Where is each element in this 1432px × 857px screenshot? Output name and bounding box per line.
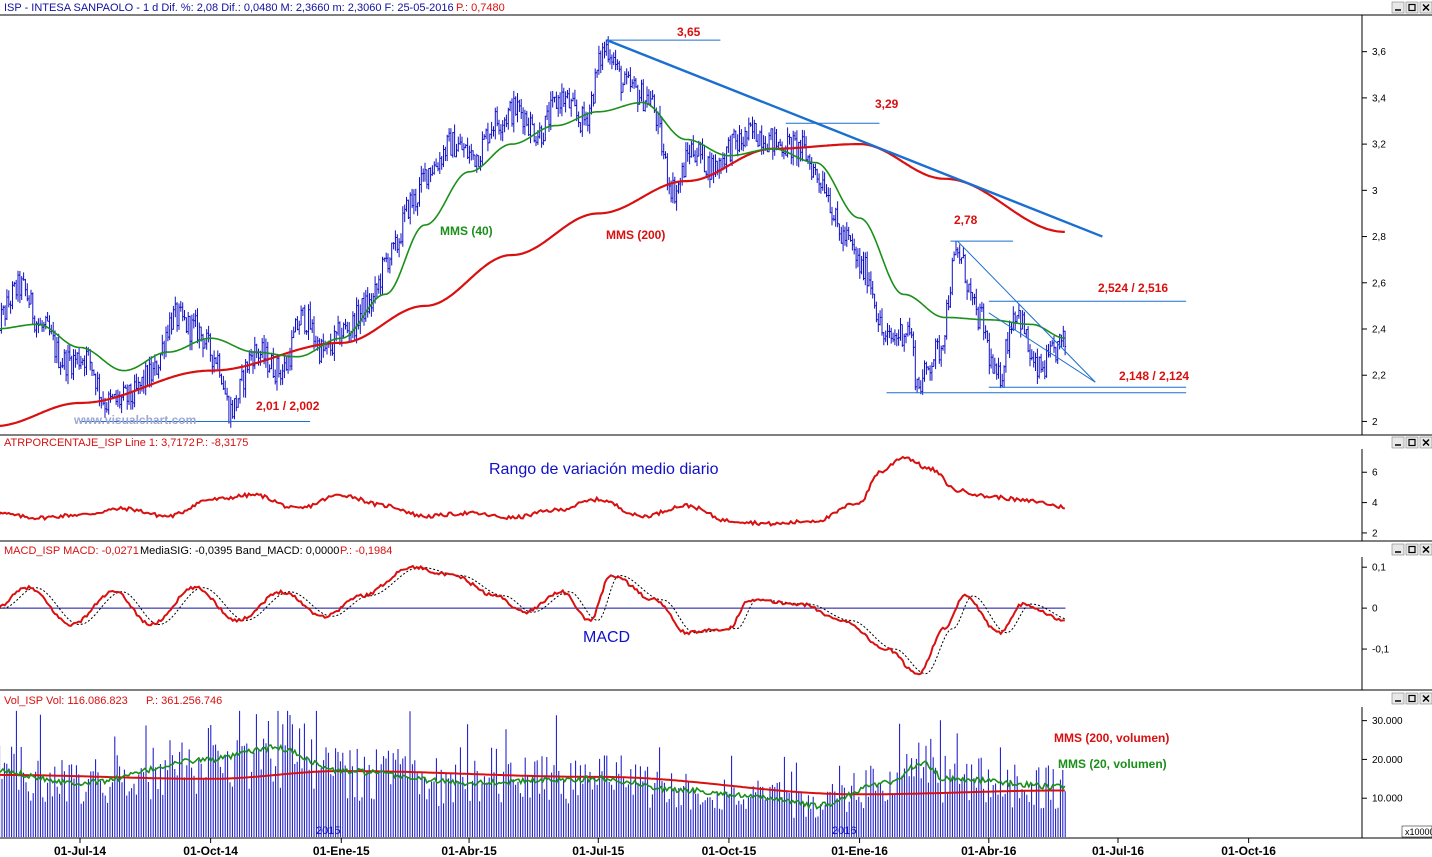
x-tick-label-8: 01-Jul-16: [1092, 844, 1144, 857]
atr-line: [0, 455, 1066, 527]
atr-panel: ATRPORCENTAJE_ISP Line 1: 3,7172 P.: -8,…: [0, 434, 1432, 541]
price-y-tick-label-2: 3,2: [1372, 140, 1386, 151]
x-axis: 01-Jul-14 01-Oct-14 01-Ene-15 01-Abr-15 01-J…: [0, 837, 1432, 857]
macd-panel-title-extra: P.: -0,1984: [340, 545, 392, 557]
year-label-2016: 2016: [832, 825, 856, 837]
minimize-icon[interactable]: [1391, 543, 1405, 556]
macd-window-buttons: [1391, 543, 1432, 556]
macd-y-tick-label-2: -0,1: [1372, 645, 1390, 656]
volume-panel-title-extra: P.: 361.256.746: [146, 695, 222, 707]
close-icon[interactable]: [1419, 692, 1432, 705]
atr-window-buttons: [1391, 436, 1432, 449]
mms40-line: [0, 101, 1065, 372]
maximize-icon[interactable]: [1405, 692, 1419, 705]
atr-y-tick-label-1: 4: [1372, 498, 1378, 509]
vol-y-tick-label-1: 20.000: [1372, 755, 1403, 766]
atr-caption: Rango de variación medio diario: [489, 461, 719, 478]
x-tick-label-5: 01-Oct-15: [702, 844, 757, 857]
vol-y-tick-label-2: 10.000: [1372, 794, 1403, 805]
minimize-icon[interactable]: [1391, 692, 1405, 705]
level-2148-label: 2,148 / 2,124: [1119, 369, 1189, 383]
level-365-label: 3,65: [677, 25, 701, 39]
price-y-tick-label-0: 3,6: [1372, 47, 1386, 58]
x-tick-label-3: 01-Abr-15: [441, 844, 497, 857]
level-278-label: 2,78: [954, 213, 978, 227]
level-2524-label: 2,524 / 2,516: [1098, 281, 1168, 295]
minimize-icon[interactable]: [1391, 1, 1405, 14]
unit-box: [1401, 825, 1432, 838]
vol-mms20-line: [0, 743, 1066, 810]
vol-y-tick-label-0: 30.000: [1372, 716, 1403, 727]
x-tick-label-4: 01-Jul-15: [572, 844, 624, 857]
price-y-tick-label-8: 2: [1372, 417, 1378, 428]
maximize-icon[interactable]: [1405, 543, 1419, 556]
price-window-buttons: [1391, 1, 1432, 14]
triangle-upper-line: [957, 240, 1096, 383]
volume-window-buttons: [1391, 692, 1432, 705]
atr-y-tick-label-2: 2: [1372, 528, 1378, 539]
macd-panel-title-mid: MediaSIG: -0,0395 Band_MACD: 0,0000: [140, 545, 339, 557]
volume-panel-title: Vol_ISP Vol: 116.086.823: [4, 695, 128, 707]
macd-y-axis: 0,1 0 -0,1: [1362, 563, 1390, 656]
price-title-bar: [0, 0, 1432, 15]
minimize-icon[interactable]: [1391, 436, 1405, 449]
atr-y-tick-label-0: 6: [1372, 468, 1378, 479]
x-tick-label-9: 01-Oct-16: [1221, 844, 1276, 857]
vol-mms20-label: MMS (20, volumen): [1058, 757, 1167, 771]
x-tick-label-0: 01-Jul-14: [54, 844, 106, 857]
macd-y-tick-label-1: 0: [1372, 604, 1378, 615]
vol-mms200-line: [0, 770, 1065, 796]
year-label-2015: 2015: [316, 825, 340, 837]
price-y-tick-label-7: 2,2: [1372, 371, 1386, 382]
volume-panel: Vol_ISP Vol: 116.086.823 P.: 361.256.746…: [0, 689, 1432, 838]
volume-unit-label: x10000: [1405, 827, 1432, 837]
close-icon[interactable]: [1419, 543, 1432, 556]
macd-y-tick-label-0: 0,1: [1372, 563, 1386, 574]
macd-line: [0, 564, 1065, 676]
macd-caption: MACD: [583, 629, 630, 646]
x-tick-label-2: 01-Ene-15: [313, 844, 370, 857]
atr-plot: [0, 455, 1066, 527]
watermark-text: www.visualchart.com: [73, 413, 196, 427]
price-plot: [0, 36, 1187, 428]
level-329-label: 3,29: [875, 97, 899, 111]
close-icon[interactable]: [1419, 436, 1432, 449]
price-y-axis: 3,6 3,4 3,2 3 2,8 2,6 2,4 2,2 2: [1362, 47, 1386, 428]
price-y-tick-label-5: 2,6: [1372, 278, 1386, 289]
price-y-tick-label-6: 2,4: [1372, 325, 1386, 336]
price-y-tick-label-4: 2,8: [1372, 232, 1386, 243]
x-tick-label-6: 01-Ene-16: [831, 844, 888, 857]
trendline-down: [606, 38, 1103, 238]
volume-bars: [0, 710, 1066, 837]
maximize-icon[interactable]: [1405, 1, 1419, 14]
price-y-tick-label-1: 3,4: [1372, 93, 1386, 104]
close-icon[interactable]: [1419, 1, 1432, 14]
atr-panel-title: ATRPORCENTAJE_ISP Line 1: 3,7172: [4, 437, 195, 449]
atr-panel-title-extra: P.: -8,3175: [196, 437, 248, 449]
x-tick-label-7: 01-Abr-16: [961, 844, 1017, 857]
volume-plot: [0, 710, 1066, 837]
maximize-icon[interactable]: [1405, 436, 1419, 449]
x-tick-label-1: 01-Oct-14: [183, 844, 238, 857]
mms200-label: MMS (200): [606, 228, 665, 242]
macd-panel-title: MACD_ISP MACD: -0,0271: [4, 545, 139, 557]
price-panel: ISP - INTESA SANPAOLO - 1 d Dif. %: 2,08…: [0, 0, 1432, 435]
volume-y-axis: 30.000 20.000 10.000: [1362, 716, 1403, 805]
price-y-tick-label-3: 3: [1372, 186, 1378, 197]
level-201-label: 2,01 / 2,002: [256, 399, 320, 413]
price-panel-title: ISP - INTESA SANPAOLO - 1 d Dif. %: 2,08…: [4, 2, 454, 14]
triangle-upper-line-2: [988, 312, 1096, 383]
price-panel-title-extra: P.: 0,7480: [456, 2, 505, 14]
vol-mms200-label: MMS (200, volumen): [1054, 731, 1169, 745]
mms40-label: MMS (40): [440, 224, 493, 238]
macd-plot: [0, 564, 1066, 676]
atr-y-axis: 6 4 2: [1362, 468, 1378, 539]
macd-panel: MACD_ISP MACD: -0,0271 MediaSIG: -0,0395…: [0, 540, 1432, 690]
